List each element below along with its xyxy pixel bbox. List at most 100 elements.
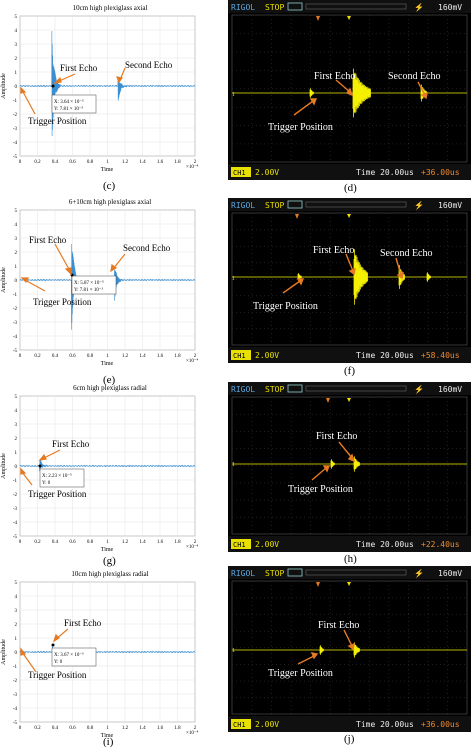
scope-grid-dot: [271, 253, 272, 254]
scope-grid-dot: [304, 614, 305, 615]
scope-grid-dot: [272, 312, 273, 313]
scope-grid-dot: [300, 680, 301, 682]
scope-grid-dot: [251, 333, 253, 334]
scope-grid-dot: [424, 431, 425, 432]
scope-grid-dot: [329, 409, 331, 410]
scope-grid-dot: [427, 521, 429, 522]
scope-grid-dot: [288, 295, 289, 297]
scope-grid-dot: [284, 647, 285, 649]
scope-grid-dot: [268, 33, 269, 34]
scope-grid-dot: [384, 664, 385, 665]
scope-grid-dot: [408, 673, 409, 674]
scope-grid-dot: [436, 465, 437, 467]
scope-grid-dot: [264, 680, 265, 682]
scope-grid-dot: [427, 321, 429, 322]
scope-grid-dot: [232, 125, 233, 126]
scope-grid-dot: [272, 664, 273, 665]
scope-grid-dot: [324, 680, 325, 682]
x-exponent: ×10⁻⁴: [186, 730, 198, 736]
scope-grid-dot: [408, 433, 409, 434]
scope-grid-dot: [310, 217, 311, 218]
scope-grid-dot: [300, 106, 301, 108]
scope-grid-dot: [369, 709, 370, 710]
scope-grid-dot: [349, 497, 351, 498]
scope-grid-dot: [310, 681, 311, 682]
scope-grid-dot: [456, 70, 457, 71]
scope-grid-dot: [427, 585, 429, 586]
x-tick-label: 1.4: [139, 726, 146, 731]
panel-label-d: (d): [344, 182, 357, 194]
scope-grid-dot: [444, 33, 445, 34]
scope-grid-dot: [316, 229, 317, 231]
scope-grid-dot: [444, 106, 445, 108]
scope-grid-dot: [456, 229, 457, 231]
x-tick-labels: 0 0.2 0.4 0.6 0.8 1 1.2 1.4 1.6 1.8 2: [19, 540, 197, 545]
scope-grid-dot: [316, 614, 317, 615]
scope-grid-dot: [396, 499, 397, 501]
scope-grid-dot: [244, 647, 245, 649]
run-mode: STOP: [265, 385, 284, 394]
scope-grid-dot: [448, 229, 449, 231]
scope-grid-dot: [388, 664, 389, 665]
scope-grid-dot: [380, 630, 381, 632]
scope-grid-dot: [251, 413, 253, 414]
y-tick-label: -1: [13, 479, 18, 484]
scope-grid-dot: [310, 285, 311, 286]
scope-grid-dot: [268, 70, 269, 71]
scope-grid-dot: [440, 312, 441, 313]
scope-grid: [232, 213, 465, 342]
scope-grid-dot: [440, 664, 441, 665]
scope-grid-dot: [464, 499, 465, 501]
annotation-trigger: Trigger Position: [288, 484, 353, 495]
scope-grid-dot: [288, 70, 289, 71]
scope-grid-dot: [251, 111, 253, 112]
scope-grid-dot: [369, 273, 370, 274]
scope-grid-dot: [276, 414, 277, 415]
scope-grid-dot: [252, 246, 253, 247]
scope-grid-dot: [290, 281, 292, 282]
scope-grid-dot: [427, 605, 429, 606]
scope-grid-dot: [447, 151, 449, 152]
scope-grid-dot: [320, 448, 321, 449]
scope-grid-dot: [268, 647, 269, 649]
scope-grid-dot: [349, 585, 351, 586]
scope-grid-dot: [251, 253, 253, 254]
scope-grid-dot: [300, 143, 301, 145]
scope-grid-dot: [428, 630, 429, 632]
scope-grid-dot: [288, 647, 289, 649]
scope-grid-dot: [288, 106, 289, 108]
scope-grid-dot: [408, 75, 409, 76]
scope-grid-dot: [349, 155, 351, 156]
scope-grid-dot: [396, 465, 397, 467]
scope-grid-dot: [304, 465, 305, 467]
y-tick-label: 1: [15, 71, 18, 76]
scope-grid-dot: [276, 70, 277, 71]
scope-grid-dot: [310, 35, 311, 36]
scope-grid-dot: [384, 414, 385, 415]
scope-grid-dot: [376, 70, 377, 71]
y-tick-label: -3: [13, 507, 18, 512]
scope-grid-dot: [349, 485, 351, 486]
scope-grid-dot: [396, 279, 397, 280]
scope-grid-dot: [251, 513, 253, 514]
scope-grid-dot: [427, 233, 429, 234]
scope-grid-dot: [271, 653, 272, 654]
scope-grid-dot: [251, 249, 253, 250]
scope-grid-dot: [344, 229, 345, 231]
scope-grid-dot: [260, 614, 261, 615]
scope-grid-dot: [388, 95, 390, 96]
scope-grid-dot: [447, 693, 449, 694]
scope-grid-dot: [388, 337, 390, 338]
scope-grid-dot: [316, 312, 317, 313]
scope-grid-dot: [436, 614, 437, 615]
scope-grid-dot: [369, 457, 370, 458]
scope-grid-dot: [369, 413, 370, 414]
scope-grid-dot: [336, 143, 337, 145]
scope-grid-dot: [388, 27, 390, 28]
scope-grid-dot: [310, 433, 311, 434]
scope-grid-dot: [388, 499, 389, 501]
scope-grid-dot: [271, 681, 272, 682]
scope-grid-dot: [310, 437, 311, 438]
scope-grid-dot: [427, 273, 429, 274]
scope-grid-dot: [329, 517, 331, 518]
